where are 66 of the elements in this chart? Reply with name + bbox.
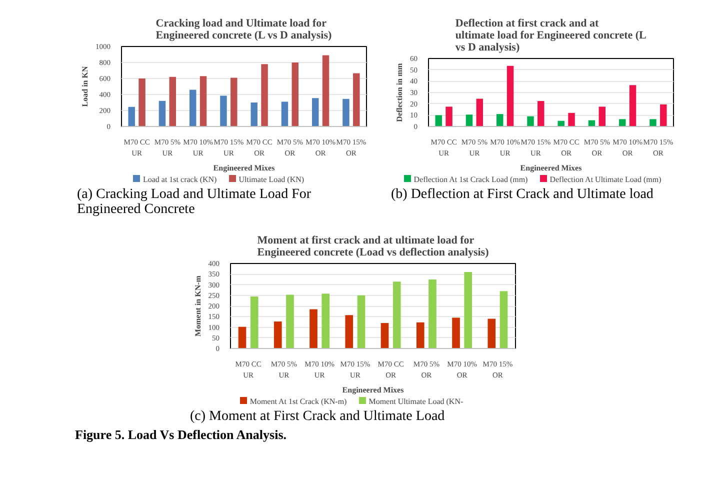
bar — [138, 78, 146, 126]
bar — [629, 85, 636, 126]
chart-title: Deflection at first crack and at ultimate load for Engineered concrete (L vs D analysis) — [455, 18, 646, 54]
bar — [169, 76, 176, 126]
bar — [488, 318, 496, 348]
x-axis-title: Engineered Mixes — [520, 163, 582, 172]
x-axis-title: Engineered Mixes — [342, 385, 404, 394]
x-axis-title: Engineered Mixes — [213, 163, 275, 172]
y-axis-title: Moment in KN-m — [193, 275, 202, 336]
legend-label: Deflection At Ultimate Load (mm) — [550, 175, 662, 184]
bar — [281, 102, 288, 126]
caption: Figure 5. Load Vs Deflection Analysis. — [75, 427, 287, 442]
bar — [538, 101, 544, 126]
bar — [322, 294, 330, 348]
bar — [568, 112, 575, 126]
bar — [292, 62, 299, 126]
bar — [128, 106, 135, 126]
bar — [353, 73, 360, 126]
bar — [345, 315, 354, 348]
bar — [189, 90, 196, 126]
bar — [357, 295, 366, 348]
y-axis-title: Deflection in mm — [395, 62, 404, 122]
bar — [322, 55, 330, 126]
bar — [238, 326, 246, 348]
bar — [527, 116, 534, 126]
bar — [220, 96, 227, 126]
bar — [250, 102, 258, 126]
bar — [650, 119, 656, 126]
bar — [496, 114, 504, 126]
legend-label: Ultimate Load (KN) — [238, 175, 304, 184]
text: (a) Cracking Load and Ultimate Load For Engineered Concrete — [77, 187, 312, 217]
bar — [312, 98, 319, 126]
bar — [310, 309, 318, 348]
chart-title: Moment at first crack and at ultimate load for Engineered concrete (Load vs deflection analysis) — [257, 234, 490, 258]
bar — [428, 279, 436, 348]
bar — [342, 98, 350, 126]
bar — [506, 66, 514, 126]
text: (b) Deflection at First Crack and Ultimate load — [391, 187, 654, 202]
legend-label: Moment Ultimate Load (KN- — [368, 397, 464, 406]
legend-label: Moment At 1st Crack (KN-m) — [250, 397, 347, 406]
bar — [416, 322, 424, 348]
bar — [500, 291, 508, 348]
bar — [250, 296, 258, 348]
legend-label: Load at 1st crack (KN) — [142, 175, 217, 184]
bar — [466, 114, 473, 126]
bar — [464, 272, 472, 348]
chart-title: Cracking load and Ultimate load for Engineered concrete (L vs D analysis) — [156, 18, 332, 42]
bar — [452, 318, 460, 348]
bar — [200, 76, 207, 126]
legend-label: Deflection At 1st Crack Load (mm) — [414, 175, 528, 184]
bar — [392, 282, 401, 348]
bar — [618, 119, 626, 126]
bar — [230, 78, 238, 126]
bar — [286, 294, 294, 348]
bar — [435, 115, 442, 126]
bar — [598, 106, 606, 126]
bar — [476, 98, 484, 126]
bar — [261, 64, 268, 126]
bar — [558, 120, 564, 126]
bar — [660, 104, 667, 126]
bar — [274, 322, 282, 348]
bar — [380, 323, 389, 348]
y-axis-title: Load in KN — [80, 66, 90, 107]
bar — [158, 100, 166, 126]
bar — [446, 106, 452, 126]
text: (c) Moment at First Crack and Ultimate Load — [190, 409, 445, 424]
